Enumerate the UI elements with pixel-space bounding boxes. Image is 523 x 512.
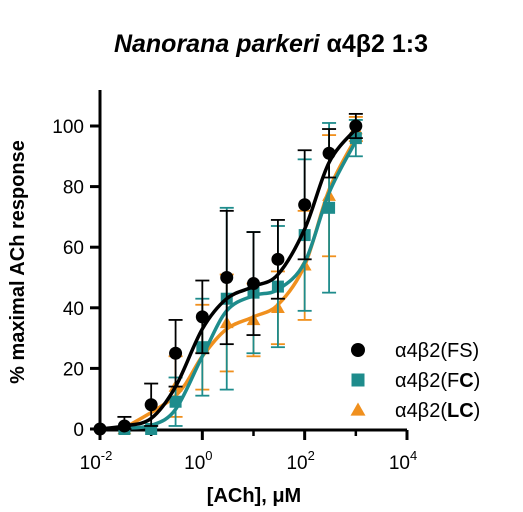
y-axis-label: % maximal ACh response [7,140,29,384]
legend-label-part: FS [447,340,473,362]
y-tick-label: 40 [63,299,84,320]
x-tick-label-exponent: 2 [308,448,315,463]
data-point [220,271,234,284]
legend-label-part: ) [473,340,480,362]
y-tick-label: 100 [52,117,84,138]
data-point [351,343,365,357]
legend-label: α4β2(LC) [395,400,480,422]
y-tick-label: 0 [73,420,84,441]
x-tick-label-exponent: 0 [205,448,212,463]
y-tick-label: 80 [63,178,84,199]
chart-title-rest: α4β2 1:3 [320,30,428,58]
legend: α4β2(FS)α4β2(FC)α4β2(LC) [350,340,480,422]
legend-label-part: LC [447,400,474,422]
data-point [351,373,365,387]
x-tick-label-exponent: -2 [101,448,113,463]
x-tick-label-base: 10 [80,453,101,474]
legend-label: α4β2(FC) [395,370,480,392]
x-tick-label-base: 10 [184,453,205,474]
chart-title-italic: Nanorana parkeri [114,30,321,58]
data-point [247,277,260,291]
x-tick-label: 104 [389,448,417,474]
data-point [349,119,363,133]
data-point [323,201,336,214]
x-tick-label: 102 [286,448,314,474]
x-tick-label: 100 [184,448,212,474]
series-fit-curve [124,140,358,430]
data-point [350,402,366,416]
legend-label-part: α4β2( [395,340,447,362]
x-tick-label: 10-2 [80,448,113,474]
x-tick-label-base: 10 [389,453,410,474]
legend-label-part: ) [474,370,481,392]
x-axis-label: [ACh], μM [207,485,301,507]
x-tick-label-exponent: 4 [410,448,417,463]
data-point [298,198,312,212]
data-point [117,419,131,433]
x-tick-label-base: 10 [286,453,307,474]
legend-label: α4β2(FS) [395,340,479,362]
legend-label-part: C [459,370,473,392]
y-tick-label: 20 [63,359,84,380]
data-point [322,146,336,160]
legend-label-part: α4β2( [395,400,447,422]
legend-label-part: ) [474,400,481,422]
data-point [169,346,183,360]
data-point [169,395,182,408]
data-point [93,422,107,436]
chart-title: Nanorana parkeri α4β2 1:3 [114,30,428,58]
data-point [195,310,209,324]
y-tick-label: 60 [63,238,84,259]
legend-label-part: α4β2(F [395,370,459,392]
data-point [271,252,285,266]
data-point [144,398,158,412]
